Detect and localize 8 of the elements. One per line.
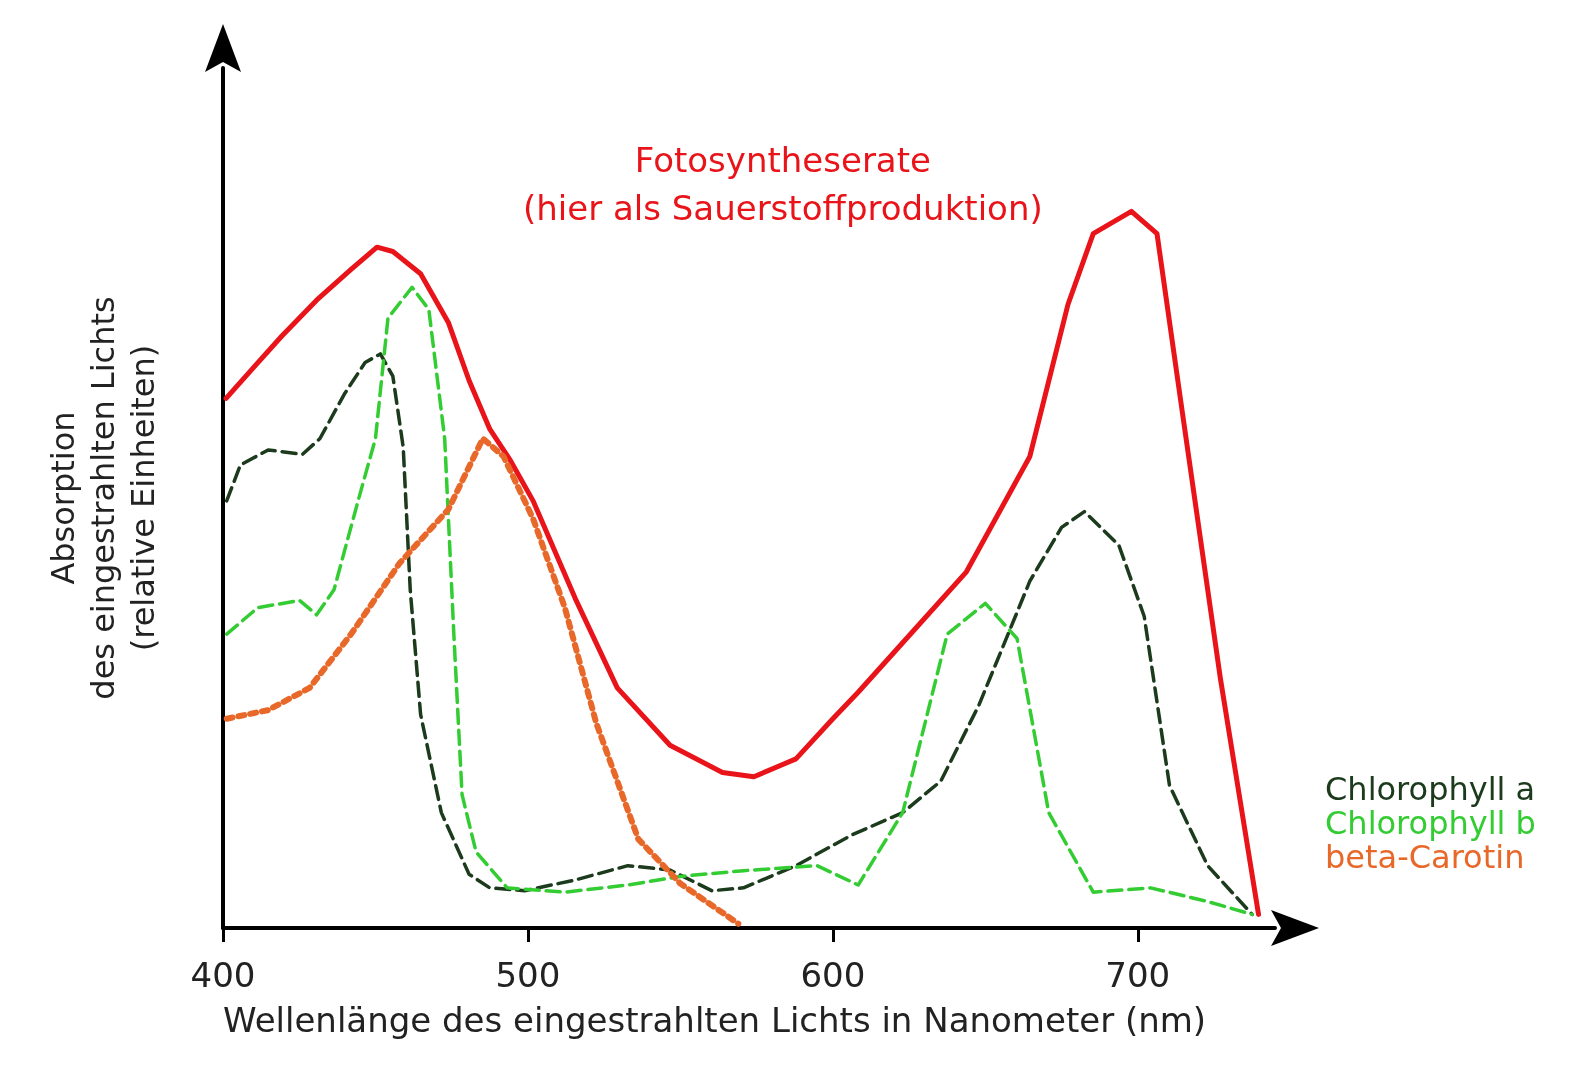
series-label: Fotosyntheserate (hier als Sauerstoffproduktion) — [523, 140, 1043, 228]
x-tick-label: 600 — [800, 955, 866, 995]
x-tick-label: 500 — [495, 955, 561, 995]
text: Chlorophyll a — [1325, 770, 1536, 808]
x-tick-label: 400 — [190, 955, 256, 995]
x-tick-label: 700 — [1105, 955, 1171, 995]
y-axis-title: Absorption des eingestrahlten Lichts (relative Einheiten) — [44, 296, 162, 700]
x-axis-title: Wellenlänge des eingestrahlten Lichts in Nanometer (nm) — [223, 1000, 1207, 1040]
